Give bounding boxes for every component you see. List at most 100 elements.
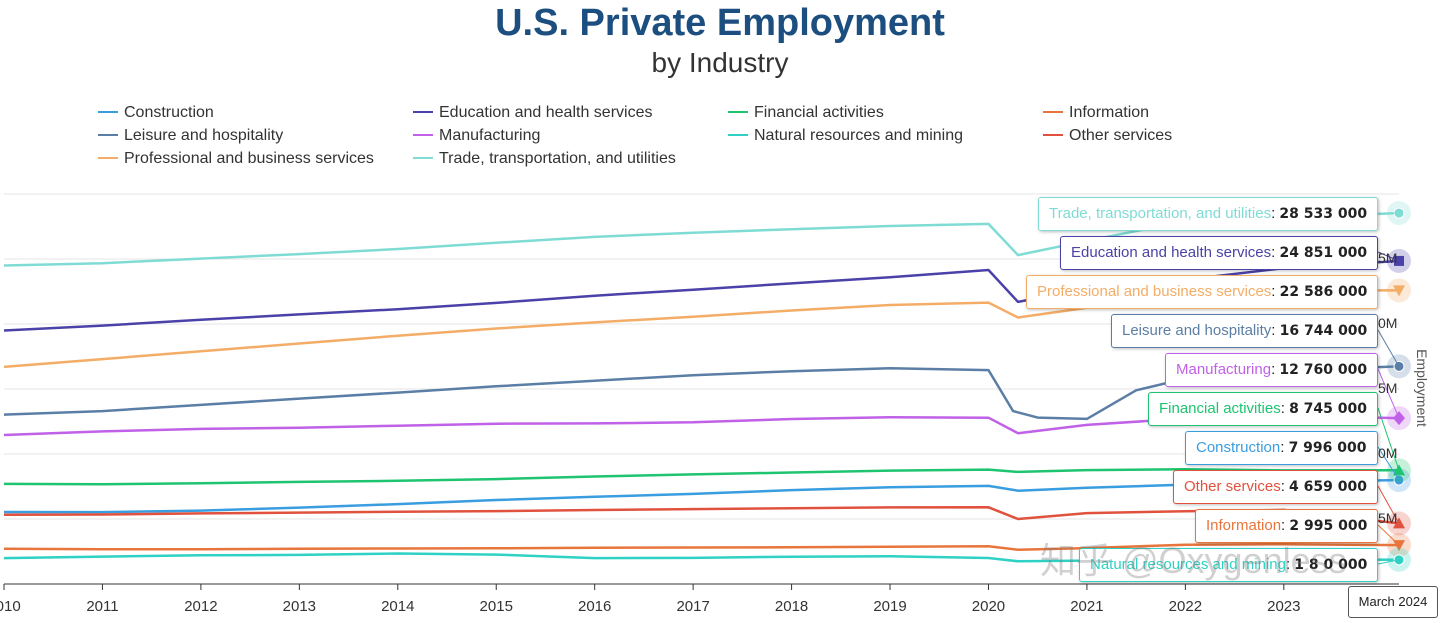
tooltip-value: 16 744 000 (1279, 323, 1368, 339)
tooltip-separator: : (1280, 400, 1290, 417)
legend-item[interactable]: Financial activities (728, 104, 884, 122)
series-line[interactable] (3, 467, 1400, 486)
tooltip-connector (1377, 329, 1400, 367)
x-tick-label: 2023 (1267, 598, 1300, 615)
legend-label: Other services (1069, 127, 1173, 144)
legend-label: Professional and business services (124, 150, 374, 167)
x-tick-label: 2015 (480, 598, 513, 615)
tooltip: Trade, transportation, and utilities: 28… (1038, 197, 1379, 231)
legend-label: Information (1069, 104, 1150, 121)
tooltip-value: 8 745 000 (1289, 401, 1367, 417)
legend-label: Natural resources and mining (754, 127, 963, 144)
legend-item[interactable]: Construction (98, 104, 214, 122)
y-tick-label: 5M (1378, 380, 1398, 396)
series-line[interactable] (3, 542, 1400, 552)
legend-label: Education and health services (439, 104, 653, 121)
legend-item[interactable]: Professional and business services (98, 150, 374, 168)
legend-item[interactable]: Leisure and hospitality (98, 127, 283, 145)
tooltip-label: Professional and business services (1037, 283, 1272, 300)
legend-swatch (413, 110, 433, 113)
y-tick-label: 0M (1378, 315, 1398, 331)
tooltip-value: 22 586 000 (1279, 284, 1368, 300)
tooltip-connector (1377, 446, 1400, 481)
tooltip: Education and health services: 24 851 00… (1060, 236, 1379, 270)
tooltip-value: 1 8 0 000 (1294, 557, 1368, 573)
x-tick-label: 2010 (0, 598, 21, 615)
tooltip-separator: : (1285, 556, 1295, 573)
tooltip: Construction: 7 996 000 (1185, 431, 1378, 465)
x-tick-label: 2016 (578, 598, 611, 615)
tooltip-separator: : (1281, 517, 1290, 534)
x-tick-label: 2021 (1070, 598, 1103, 615)
legend-swatch (1043, 110, 1063, 113)
chart-subtitle: by Industry (651, 47, 789, 78)
tooltip-value: 4 659 000 (1289, 479, 1367, 495)
tooltip-separator: : (1271, 361, 1280, 378)
tooltip-value: 2 995 000 (1289, 518, 1368, 534)
tooltip-separator: : (1271, 322, 1280, 339)
tooltip-value: 12 760 000 (1279, 362, 1368, 378)
tooltip-label: Construction (1196, 439, 1281, 456)
tooltip-connector (1377, 559, 1400, 565)
tooltip-connector (1377, 407, 1400, 471)
legend-swatch (728, 110, 748, 113)
tooltip-value: 24 851 000 (1279, 245, 1368, 261)
tooltip: Leisure and hospitality: 16 744 000 (1111, 314, 1379, 348)
tooltip-value: 28 533 000 (1279, 206, 1368, 222)
y-tick-label: 5M (1378, 510, 1398, 526)
hover-date-tooltip: March 2024 (1348, 586, 1438, 618)
tooltip-value: 7 996 000 (1288, 440, 1367, 456)
tooltip-separator: : (1271, 283, 1280, 300)
x-tick-label: 2022 (1169, 598, 1202, 615)
tooltip-connector (1377, 524, 1400, 546)
x-tick-label: 2013 (283, 598, 316, 615)
tooltip: Other services: 4 659 000 (1173, 470, 1378, 504)
y-axis-label: Employment (1414, 349, 1430, 427)
tooltip-separator: : (1271, 244, 1280, 261)
tooltip-label: Other services (1184, 478, 1281, 495)
series-line[interactable] (3, 478, 1400, 514)
x-tick-label: 2014 (381, 598, 414, 615)
series-line[interactable] (3, 506, 1400, 525)
chart-title: U.S. Private Employment (495, 2, 945, 44)
tooltip-separator: : (1280, 478, 1290, 495)
tooltip-label: Trade, transportation, and utilities (1049, 205, 1272, 222)
legend-label: Trade, transportation, and utilities (439, 150, 676, 167)
y-tick-label: 0M (1378, 445, 1398, 461)
series-line[interactable] (3, 414, 1400, 437)
x-axis: 2010 2011 2012 2013 2014 2015 2016 2017 2018 2019… (0, 583, 1399, 615)
tooltip-separator: : (1271, 205, 1280, 222)
tooltip: Financial activities: 8 745 000 (1148, 392, 1378, 426)
legend-item[interactable]: Trade, transportation, and utilities (413, 150, 676, 168)
legend-item[interactable]: Natural resources and mining (728, 127, 963, 145)
tooltip: Manufacturing: 12 760 000 (1165, 353, 1379, 387)
tooltip-connectors (1377, 212, 1400, 565)
series-line[interactable] (3, 365, 1400, 421)
tooltip-separator: : (1280, 439, 1289, 456)
legend-swatch (413, 156, 433, 159)
legend-item[interactable]: Education and health services (413, 104, 652, 122)
tooltip-connector (1377, 289, 1400, 292)
tooltip-connector (1377, 251, 1400, 262)
legend-item[interactable]: Other services (1043, 127, 1172, 145)
tooltip-label: Information (1206, 517, 1282, 534)
tooltip-label: Financial activities (1159, 400, 1281, 417)
tooltip-label: Manufacturing (1176, 361, 1272, 378)
x-tick-label: 2017 (676, 598, 709, 615)
x-tick-label: 2011 (86, 598, 118, 615)
legend-item[interactable]: Information (1043, 104, 1149, 122)
legend-item[interactable]: Manufacturing (413, 127, 540, 145)
tooltip-label: Education and health services (1071, 244, 1272, 261)
tooltip: Professional and business services: 22 5… (1026, 275, 1379, 309)
x-tick-label: 2012 (184, 598, 217, 615)
tooltip-connector (1377, 485, 1400, 524)
y-tick-label: 5M (1378, 250, 1398, 266)
legend-swatch (1043, 133, 1063, 136)
legend-label: Leisure and hospitality (124, 127, 284, 144)
series-line[interactable] (3, 211, 1400, 267)
tooltip-connector (1377, 368, 1400, 419)
legend-swatch (98, 110, 118, 113)
legend-swatch (98, 156, 118, 159)
legend-label: Financial activities (754, 104, 884, 121)
legend-label: Manufacturing (439, 127, 541, 144)
